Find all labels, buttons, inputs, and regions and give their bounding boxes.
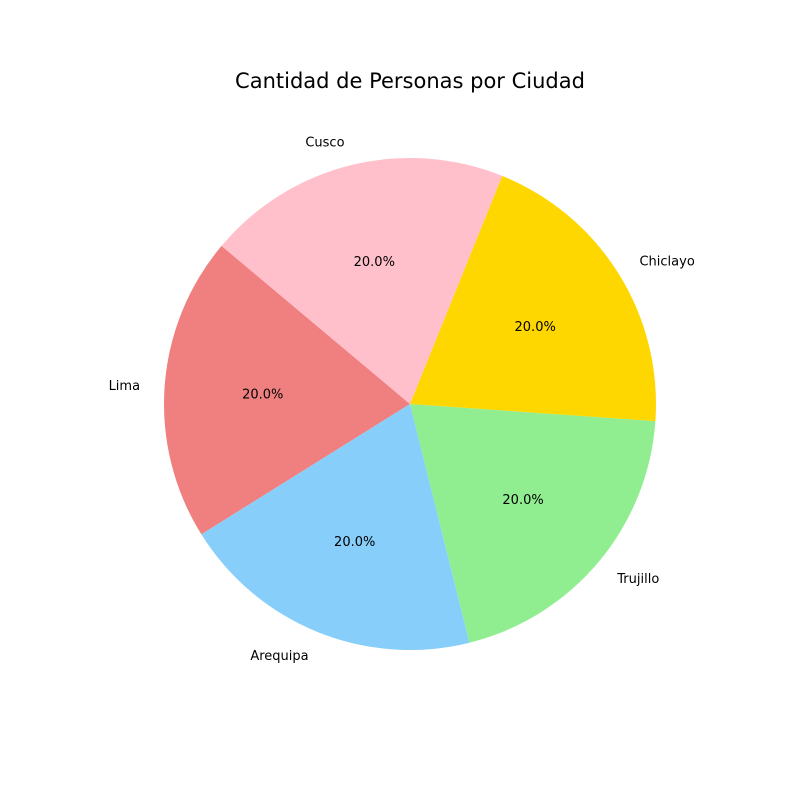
pie-slice-cusco	[221, 157, 503, 404]
slice-label-chiclayo: Chiclayo	[639, 255, 694, 270]
pie-slice-lima	[164, 245, 410, 535]
pie-slice-chiclayo	[410, 175, 656, 422]
slice-percent-trujillo: 20.0%	[502, 493, 543, 508]
slice-percent-chiclayo: 20.0%	[515, 320, 556, 335]
slice-label-trujillo: Trujillo	[616, 572, 659, 587]
pie-slice-arequipa	[201, 404, 470, 650]
slice-percent-lima: 20.0%	[242, 388, 283, 403]
pie-slices	[164, 157, 656, 650]
slice-label-lima: Lima	[109, 379, 140, 394]
pie-slice-trujillo	[410, 404, 656, 643]
slice-label-cusco: Cusco	[305, 135, 344, 150]
slice-percent-arequipa: 20.0%	[334, 535, 375, 550]
chart-title: Cantidad de Personas por Ciudad	[235, 69, 585, 93]
slice-label-arequipa: Arequipa	[250, 649, 308, 664]
pie-labels: Lima 20.0% Arequipa 20.0% Trujillo 20.0% Chicl…	[109, 135, 695, 663]
slice-percent-cusco: 20.0%	[354, 255, 395, 270]
